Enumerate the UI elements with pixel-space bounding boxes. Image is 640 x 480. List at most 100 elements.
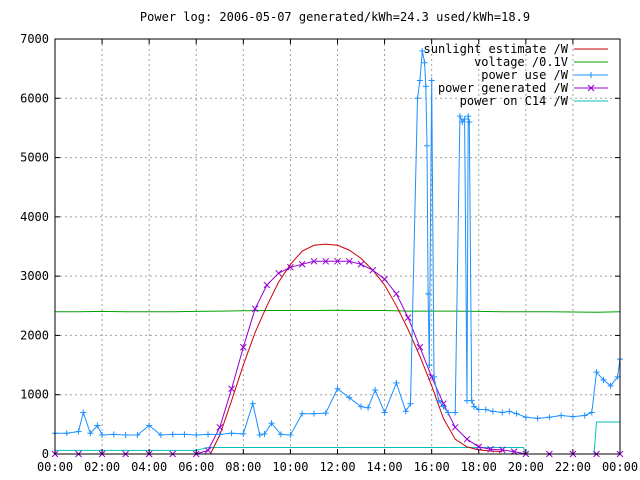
power-use-w-point — [402, 408, 409, 415]
power-use-w-point — [346, 394, 353, 401]
legend-label-voltage-0-1v: voltage /0.1V — [474, 55, 568, 69]
x-tick-label: 10:00 — [272, 460, 308, 474]
power-use-w-point — [471, 403, 478, 410]
x-tick-label: 02:00 — [84, 460, 120, 474]
power-use-w-point — [499, 409, 506, 416]
power-use-w-point — [489, 408, 496, 415]
y-tick-label: 3000 — [20, 269, 49, 283]
power-use-w-point — [122, 432, 129, 439]
power-use-w-point — [428, 77, 435, 84]
power-use-w-point — [372, 386, 379, 393]
power-use-w-point — [134, 432, 141, 439]
x-tick-label: 12:00 — [319, 460, 355, 474]
power-use-w-point — [581, 412, 588, 419]
x-tick-label: 14:00 — [367, 460, 403, 474]
y-tick-label: 6000 — [20, 91, 49, 105]
power-generated-w-point — [416, 343, 424, 351]
power-use-w-point — [310, 410, 317, 417]
x-tick-label: 06:00 — [178, 460, 214, 474]
power-use-w-point — [588, 409, 595, 416]
power-use-w-point — [63, 430, 70, 437]
power-use-w-point — [425, 290, 432, 297]
power-use-w-point — [240, 430, 247, 437]
power-use-w-point — [181, 431, 188, 438]
x-tick-label: 08:00 — [225, 460, 261, 474]
x-tick-label: 00:00 — [37, 460, 73, 474]
power-use-w-point — [256, 432, 263, 439]
power-use-w-point — [268, 420, 275, 427]
power-use-w-point — [381, 409, 388, 416]
x-tick-label: 18:00 — [461, 460, 497, 474]
power-generated-w-point — [310, 257, 318, 265]
power-use-w-point — [334, 385, 341, 392]
sunlight-estimate-w-line — [209, 243, 503, 455]
power-use-w-point — [600, 376, 607, 383]
power-use-w-point — [466, 119, 473, 125]
x-tick-label: 00:00 — [602, 460, 638, 474]
power-use-w-point — [249, 400, 256, 407]
power-generated-w-point — [345, 257, 353, 265]
power-use-w-point — [421, 59, 428, 66]
legend-label-sunlight-estimate-w: sunlight estimate /W — [424, 42, 569, 56]
chart-title: Power log: 2006-05-07 generated/kWh=24.3… — [140, 10, 530, 24]
power-use-w-point — [607, 382, 614, 389]
power-use-w-point — [287, 432, 294, 439]
power-use-w-point — [534, 415, 541, 422]
power-use-w-point — [456, 113, 463, 120]
power-use-w-point — [110, 431, 117, 438]
power-use-w-point — [416, 77, 423, 84]
y-tick-label: 7000 — [20, 32, 49, 46]
power-use-w-point — [157, 432, 164, 439]
power-use-w-point — [506, 408, 513, 415]
power-use-w-point — [440, 403, 447, 410]
y-tick-label: 0 — [42, 447, 49, 461]
power-use-w-point — [169, 431, 176, 438]
series-layer — [51, 47, 624, 458]
power-use-w-point — [468, 397, 475, 404]
legend-marker-power-use-w — [588, 72, 594, 78]
power-generated-w-point — [322, 257, 330, 265]
power-generated-w-point — [251, 305, 259, 313]
power-use-w-point — [75, 428, 82, 435]
power-use-w-point — [216, 431, 223, 438]
power-use-w-point — [393, 379, 400, 386]
power-use-w-point — [558, 412, 565, 419]
power-generated-w-point — [275, 269, 282, 277]
power-generated-w-point — [334, 257, 341, 265]
power-use-w-point — [426, 362, 433, 369]
power-generated-w-point — [204, 447, 212, 454]
power-use-w-point — [452, 409, 459, 416]
x-tick-label: 04:00 — [131, 460, 167, 474]
x-tick-label: 22:00 — [555, 460, 591, 474]
power-use-w-point — [99, 432, 106, 439]
power-use-w-point — [365, 404, 372, 411]
legend-label-power-generated-w: power generated /W — [438, 81, 569, 95]
power-generated-w-point — [298, 260, 306, 268]
power-use-w-point — [475, 406, 482, 413]
y-tick-label: 2000 — [20, 328, 49, 342]
power-use-w-point — [461, 116, 468, 123]
power-use-w-point — [193, 432, 200, 439]
y-tick-label: 4000 — [20, 210, 49, 224]
power-generated-w-point — [381, 275, 388, 283]
power-generated-w-point — [239, 343, 247, 351]
power-use-w-point — [435, 397, 442, 404]
power-generated-w-point — [498, 446, 506, 454]
power-use-w-point — [569, 413, 576, 420]
y-tick-label: 1000 — [20, 388, 49, 402]
series-voltage-0-1v — [55, 309, 621, 313]
y-tick-label: 5000 — [20, 151, 49, 165]
series-power-generated-w — [51, 257, 624, 458]
series-power-use-w — [52, 47, 623, 439]
power-generated-w-point — [369, 266, 377, 274]
power-use-w-point — [431, 373, 438, 380]
power-use-w-point — [513, 410, 520, 417]
power-generated-w-point — [463, 435, 471, 443]
x-tick-label: 20:00 — [508, 460, 544, 474]
x-tick-label: 16:00 — [414, 460, 450, 474]
power-use-w-point — [146, 422, 153, 429]
power-generated-w-point — [228, 385, 235, 393]
power-generated-w-point — [216, 423, 224, 431]
power-use-w-line — [55, 50, 621, 436]
